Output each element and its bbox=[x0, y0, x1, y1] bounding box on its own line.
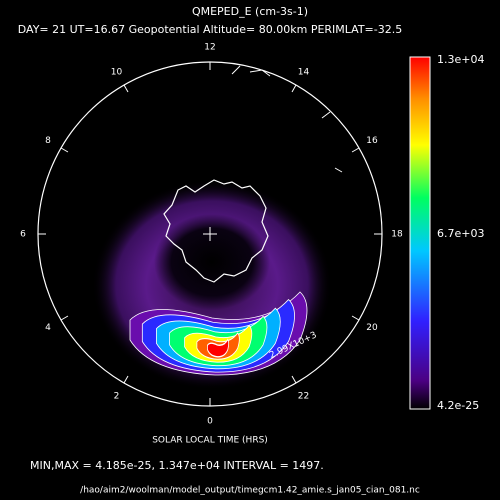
hour-label: 12 bbox=[204, 43, 215, 53]
hour-label: 8 bbox=[45, 136, 51, 146]
hour-label: 22 bbox=[298, 391, 309, 401]
hour-tick bbox=[60, 147, 69, 153]
hour-tick bbox=[60, 315, 69, 321]
hour-tick bbox=[291, 84, 297, 93]
hour-tick bbox=[351, 315, 360, 321]
hour-label: 14 bbox=[298, 68, 310, 78]
auroral-band bbox=[129, 291, 308, 376]
colorbar-mid: 6.7e+03 bbox=[437, 227, 484, 240]
hole bbox=[154, 214, 270, 310]
hour-label: 18 bbox=[391, 230, 403, 240]
file-path: /hao/aim2/woolman/model_output/timegcm1.… bbox=[80, 486, 420, 496]
colorbar-min: 4.2e-25 bbox=[437, 399, 479, 412]
hour-tick bbox=[123, 84, 129, 93]
hour-label: 0 bbox=[207, 417, 213, 427]
hour-label: 20 bbox=[366, 323, 378, 333]
title: QMEPED_E (cm-3s-1) bbox=[192, 5, 308, 18]
hour-tick bbox=[123, 375, 129, 384]
hour-tick bbox=[291, 375, 297, 384]
colorbar bbox=[409, 56, 431, 410]
hour-label: 6 bbox=[20, 230, 26, 240]
stats: MIN,MAX = 4.185e-25, 1.347e+04 INTERVAL … bbox=[30, 459, 324, 472]
hour-label: 4 bbox=[45, 323, 51, 333]
hour-tick bbox=[351, 147, 360, 153]
subtitle: DAY= 21 UT=16.67 Geopotential Altitude= … bbox=[18, 23, 402, 36]
hour-labels: 12 14 16 18 20 22 0 2 4 6 8 10 bbox=[20, 43, 403, 427]
hour-label: 2 bbox=[114, 391, 120, 401]
contour-level bbox=[207, 338, 230, 358]
hour-label: 16 bbox=[366, 136, 378, 146]
colorbar-max: 1.3e+04 bbox=[437, 53, 484, 66]
hour-label: 10 bbox=[111, 68, 123, 78]
coast-fragments bbox=[231, 65, 343, 173]
continent-outline bbox=[163, 179, 269, 283]
axis-label: SOLAR LOCAL TIME (HRS) bbox=[152, 436, 268, 446]
